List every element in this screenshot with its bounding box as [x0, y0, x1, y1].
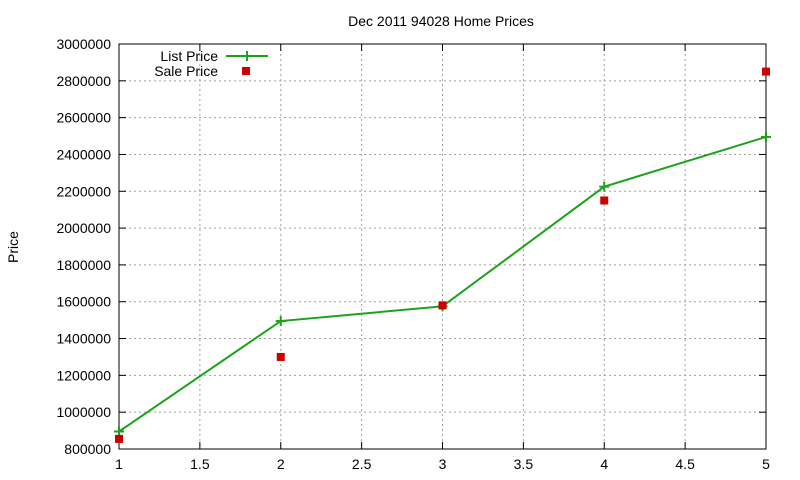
- point-list-price: [114, 426, 124, 437]
- legend: List Price Sale Price: [154, 48, 268, 79]
- legend-sample-sale-price: [242, 67, 250, 75]
- y-tick-label: 1600000: [56, 294, 111, 310]
- point-sale-price: [600, 196, 609, 205]
- y-tick-label: 2000000: [56, 220, 111, 236]
- y-axis-label: Price: [5, 231, 21, 263]
- point-list-price: [275, 316, 286, 327]
- y-tick-label: 1400000: [56, 331, 111, 347]
- legend-sample-list-price: [226, 51, 268, 61]
- y-tick-label: 2200000: [56, 183, 111, 199]
- x-tick-label: 3.5: [514, 456, 534, 472]
- x-tick-label: 1: [115, 456, 123, 472]
- y-tick-label: 2800000: [56, 73, 111, 89]
- data-series: [114, 67, 771, 443]
- y-tick-label: 1000000: [56, 404, 111, 420]
- y-tick-label: 2600000: [56, 110, 111, 126]
- y-tick-label: 2400000: [56, 146, 111, 162]
- point-sale-price: [276, 352, 285, 361]
- x-tick-label: 4.5: [675, 456, 695, 472]
- chart-title: Dec 2011 94028 Home Prices: [348, 13, 534, 29]
- x-tick-label: 2: [277, 456, 285, 472]
- y-tick-label: 3000000: [56, 36, 111, 52]
- legend-square-sample: [242, 67, 250, 75]
- x-tick-label: 3: [439, 456, 447, 472]
- x-tick-label: 5: [762, 456, 770, 472]
- point-list-price: [761, 131, 771, 142]
- y-tick-label: 1200000: [56, 367, 111, 383]
- axis-ticks: 800000 1000000 1200000 1400000 1600000 180000…: [56, 36, 770, 472]
- x-tick-label: 1.5: [190, 456, 210, 472]
- point-list-price: [599, 181, 610, 192]
- grid-lines: [119, 44, 766, 449]
- point-sale-price: [438, 301, 447, 310]
- x-tick-label: 4: [600, 456, 608, 472]
- y-tick-label: 800000: [64, 441, 111, 457]
- legend-label-sale-price: Sale Price: [154, 63, 218, 79]
- y-tick-label: 1800000: [56, 257, 111, 273]
- legend-label-list-price: List Price: [160, 48, 218, 64]
- point-sale-price: [762, 67, 770, 76]
- point-sale-price: [115, 434, 123, 443]
- x-tick-label: 2.5: [352, 456, 372, 472]
